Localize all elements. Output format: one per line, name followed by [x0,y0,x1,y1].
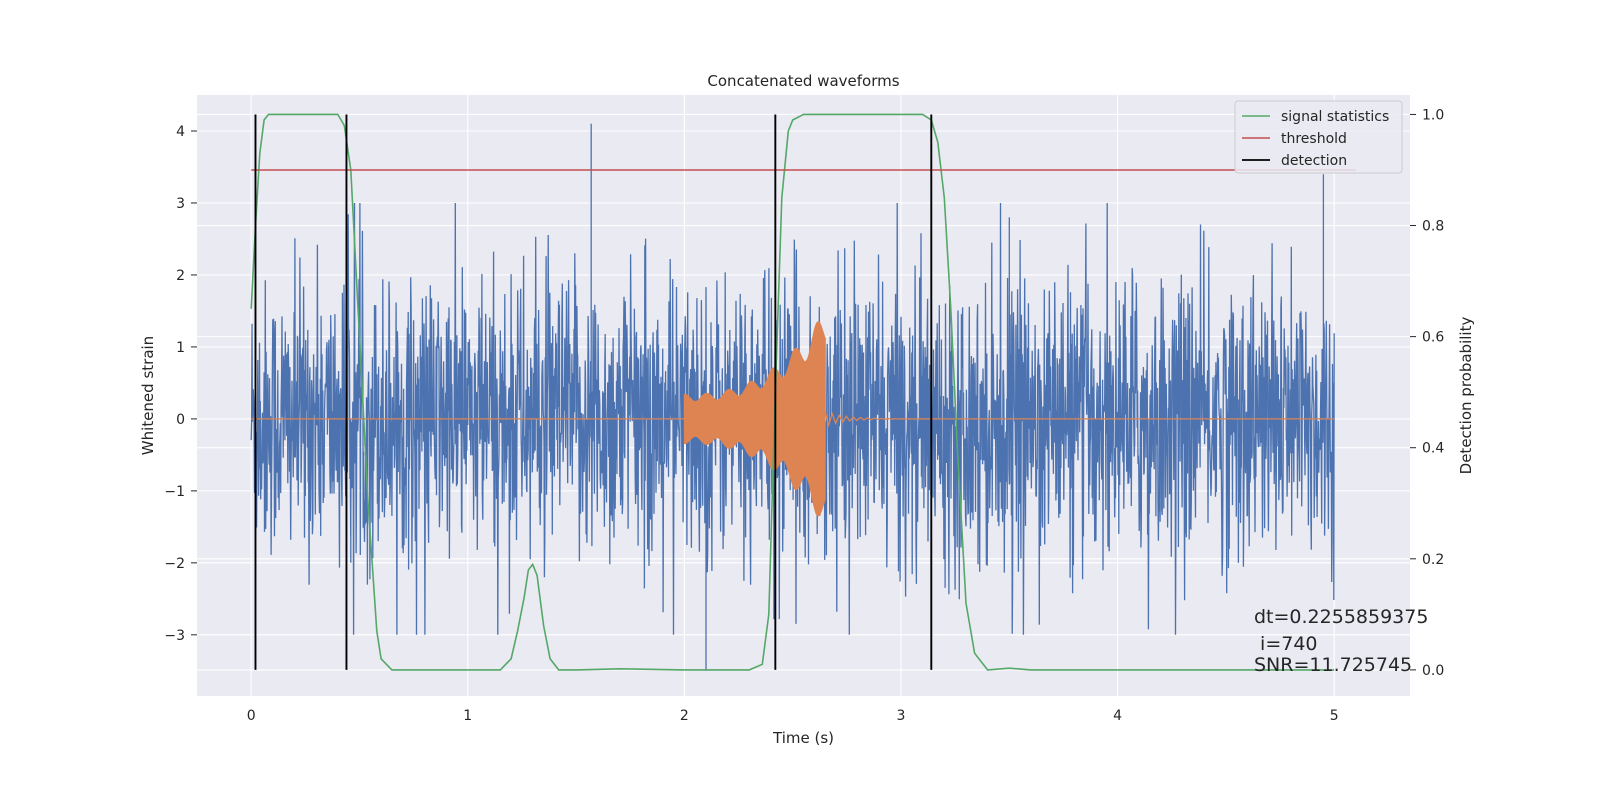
annotation-index: i=740 [1254,633,1318,655]
y2-axis-label: Detection probability [1457,317,1475,475]
annotation-snr: SNR=11.725745 [1254,654,1412,676]
legend: signal statistics threshold detection [1234,100,1403,174]
chart-title: Concatenated waveforms [707,72,899,90]
series-template [251,321,1335,517]
y-axis-label: Whitened strain [139,336,157,455]
y-tick-label: −3 [164,628,185,644]
legend-label-threshold: threshold [1281,131,1347,147]
y-tick-label: 3 [176,196,185,212]
y-tick-label: −1 [164,484,185,500]
x-tick-label: 4 [1113,708,1122,724]
legend-box [1234,100,1403,174]
y-tick-label: 0 [176,412,185,428]
y2-tick-label: 1.0 [1422,107,1444,123]
x-tick-label: 5 [1330,708,1339,724]
x-tick-label: 0 [247,708,256,724]
x-tick-label: 2 [680,708,689,724]
y-tick-label: −2 [164,556,185,572]
template-line [251,321,1335,517]
axes: 0 1 2 3 4 5 −3 −2 −1 0 1 2 3 4 0.0 0.2 0.4 0.6 0.8 1.0 [164,107,1444,724]
x-tick-label: 1 [463,708,472,724]
legend-label-detection: detection [1281,153,1347,169]
y2-tick-label: 0.6 [1422,330,1444,346]
y2-tick-label: 0.8 [1422,219,1444,235]
y-tick-label: 2 [176,268,185,284]
annotation-dt: dt=0.2255859375 [1254,606,1428,628]
x-tick-label: 3 [897,708,906,724]
y2-tick-label: 0.0 [1422,663,1444,679]
detection-lines [254,114,933,670]
series-lines [250,113,1356,671]
y2-tick-label: 0.4 [1422,441,1444,457]
legend-label-signal-statistics: signal statistics [1281,109,1389,125]
y-tick-label: 1 [176,340,185,356]
signal-statistics-line [250,113,1335,671]
y2-tick-label: 0.2 [1422,552,1444,568]
x-axis-label: Time (s) [772,729,834,747]
y-tick-label: 4 [176,124,185,140]
